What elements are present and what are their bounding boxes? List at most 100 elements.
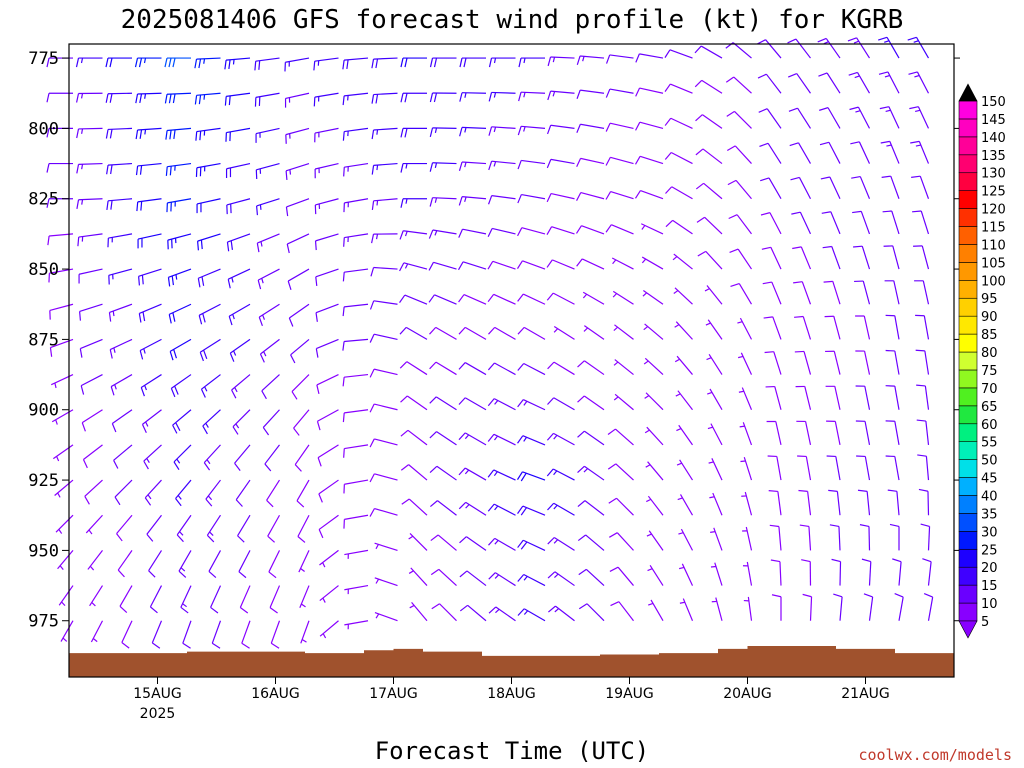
colorbar-segment (958, 441, 978, 460)
wind-barb (576, 258, 605, 270)
colorbar-label: 90 (981, 310, 998, 325)
wind-barb (742, 526, 753, 551)
wind-barb (226, 198, 251, 215)
wind-barb (517, 125, 546, 136)
y-tick-label: 775 (28, 49, 59, 69)
wind-barb (817, 37, 841, 59)
wind-barb (517, 539, 546, 551)
wind-barb (105, 127, 133, 139)
wind-barb (172, 409, 192, 434)
wind-barb (108, 268, 133, 285)
wind-barb (859, 524, 871, 551)
wind-barb (85, 514, 103, 535)
wind-barb (144, 479, 162, 506)
wind-barb (847, 37, 871, 59)
wind-barb (642, 289, 664, 305)
wind-barb (664, 83, 693, 94)
wind-barb (678, 528, 694, 551)
wind-barb (81, 409, 103, 432)
colorbar-label: 10 (981, 597, 998, 612)
colorbar-label: 100 (981, 274, 1006, 289)
wind-barb (737, 352, 753, 375)
wind-barb (136, 198, 162, 212)
y-tick-label: 825 (28, 190, 59, 210)
wind-barb (400, 464, 428, 481)
wind-barb (488, 326, 516, 340)
wind-barb (708, 458, 723, 481)
wind-barb (194, 92, 221, 105)
wind-barb (664, 49, 693, 59)
wind-barb (885, 349, 900, 375)
wind-barb (294, 444, 310, 472)
wind-barb (726, 110, 752, 129)
wind-barb (737, 317, 753, 340)
wind-barb (229, 338, 251, 362)
terrain-fill (69, 646, 954, 677)
wind-barb (487, 469, 516, 481)
colorbar-segment (958, 459, 978, 478)
wind-barb (369, 438, 398, 448)
wind-barb (518, 91, 546, 102)
x-tick-label: 17AUG (369, 686, 418, 702)
wind-barb (106, 198, 133, 211)
wind-barb (342, 92, 369, 106)
wind-barb (148, 550, 163, 578)
wind-barb (892, 558, 902, 586)
wind-barb (665, 219, 693, 235)
wind-barb (58, 585, 74, 607)
wind-barb (801, 559, 812, 586)
wind-barb (705, 319, 723, 340)
colorbar-segment (958, 387, 978, 407)
wind-barb (374, 577, 398, 587)
wind-barb (315, 268, 339, 287)
wind-barb (428, 294, 457, 305)
wind-barb (546, 432, 575, 446)
wind-barb (795, 385, 812, 410)
wind-barb (458, 362, 487, 376)
wind-barb (107, 233, 133, 248)
colorbar-top-arrow (958, 83, 978, 102)
wind-barb (907, 36, 930, 59)
wind-barb (768, 490, 782, 516)
x-tick-sublabel: 2025 (140, 706, 176, 722)
wind-barb (546, 292, 575, 305)
wind-barb (374, 542, 398, 551)
wind-barb (855, 385, 871, 410)
wind-barb (459, 570, 487, 587)
y-tick-label: 875 (28, 330, 59, 350)
wind-barb (757, 73, 782, 94)
wind-barb (576, 89, 605, 99)
wind-barb (138, 303, 162, 323)
wind-barb (517, 505, 546, 516)
wind-barb (820, 176, 841, 199)
wind-barb (262, 409, 280, 436)
wind-barb (429, 361, 457, 376)
wind-barb (850, 141, 871, 164)
wind-barb (605, 190, 634, 200)
colorbar: 5 10 15 20 25 30 35 40 45 50 55 60 65 70 75 80 85 90 95 100… (958, 83, 1006, 639)
wind-barb (342, 409, 369, 423)
colorbar-segment (958, 262, 978, 281)
y-tick-label: 800 (28, 119, 59, 139)
colorbar-label: 115 (981, 221, 1006, 236)
wind-barb (234, 444, 251, 471)
wind-barb (910, 140, 930, 164)
wind-barb (547, 361, 575, 376)
wind-barb (916, 419, 930, 445)
wind-barb (855, 420, 871, 446)
wind-barb (169, 338, 192, 361)
wind-barb (725, 42, 752, 59)
wind-barb (743, 596, 753, 621)
wind-barb (760, 212, 782, 235)
wind-barb (613, 393, 634, 411)
wind-barb (849, 106, 871, 129)
wind-barb (298, 550, 310, 573)
wind-barb (299, 585, 310, 608)
wind-barb (293, 409, 310, 436)
wind-barb (730, 283, 753, 305)
wind-barb (429, 197, 457, 207)
wind-barb (918, 488, 930, 516)
x-tick-label: 15AUG (133, 686, 182, 702)
wind-barb (105, 92, 133, 103)
x-tick-label: 19AUG (605, 686, 654, 702)
